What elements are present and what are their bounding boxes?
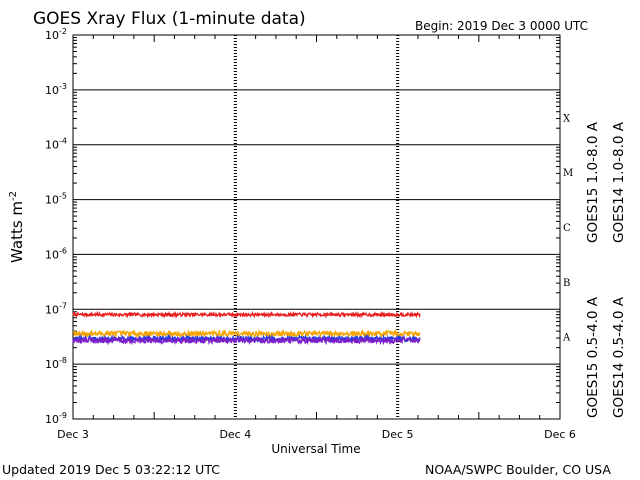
legend-goes14-long: GOES14 1.0-8.0 A [611, 121, 627, 243]
updated-timestamp: Updated 2019 Dec 5 03:22:12 UTC [2, 462, 220, 477]
y-tick-label: 10-7 [45, 301, 67, 316]
flare-class-c: C [563, 223, 571, 234]
x-tick-label: Dec 6 [544, 428, 576, 441]
series-line-0 [72, 310, 421, 319]
chart-title: GOES Xray Flux (1-minute data) [33, 9, 306, 29]
y-tick-base: 10 [45, 248, 59, 261]
y-tick-label: 10-9 [45, 411, 67, 426]
y-tick-base: 10 [45, 84, 59, 97]
y-tick-base: 10 [45, 413, 59, 426]
plot-frame [72, 34, 561, 420]
x-axis-tick-labels: Dec 3 Dec 4 Dec 5 Dec 6 [57, 428, 576, 441]
series-line-1 [72, 328, 421, 339]
y-tick-base: 10 [45, 303, 59, 316]
legend-goes14-short: GOES14 0.5-4.0 A [611, 296, 627, 418]
y-axis-label-text: Watts m [8, 201, 26, 263]
minor-ticks [73, 35, 560, 419]
y-tick-base: 10 [45, 29, 59, 42]
x-axis-label: Universal Time [271, 442, 360, 456]
flare-class-x: X [563, 113, 571, 124]
x-tick-label: Dec 5 [382, 428, 414, 441]
y-tick-exponent: -6 [59, 246, 67, 255]
legend-goes15-short: GOES15 0.5-4.0 A [585, 296, 601, 418]
y-tick-exponent: -7 [59, 301, 67, 310]
y-tick-base: 10 [45, 358, 59, 371]
y-tick-exponent: -4 [59, 137, 67, 146]
y-tick-exponent: -5 [59, 192, 67, 201]
series-line-3 [72, 335, 421, 346]
y-tick-label: 10-4 [45, 137, 67, 152]
x-tick-label: Dec 4 [219, 428, 251, 441]
y-tick-base: 10 [45, 194, 59, 207]
flare-class-a: A [562, 333, 571, 344]
y-tick-label: 10-6 [45, 246, 67, 261]
grid-lines [73, 35, 560, 419]
y-axis-label-exponent: -2 [8, 191, 19, 201]
flare-class-b: B [563, 278, 570, 289]
flare-class-m: M [563, 168, 573, 179]
y-axis-label: Watts m-2 [8, 191, 26, 263]
flare-class-labels: A B C M X [562, 113, 573, 343]
y-axis-tick-labels: 10-910-810-710-610-510-410-310-2 [45, 27, 67, 426]
y-tick-label: 10-5 [45, 192, 67, 207]
y-tick-exponent: -2 [59, 27, 67, 36]
y-tick-exponent: -8 [59, 356, 67, 365]
y-tick-label: 10-8 [45, 356, 67, 371]
x-tick-label: Dec 3 [57, 428, 89, 441]
series-layer [72, 310, 421, 346]
legend-goes15-long: GOES15 1.0-8.0 A [585, 121, 601, 243]
y-tick-label: 10-2 [45, 27, 67, 42]
y-tick-exponent: -9 [59, 411, 67, 420]
begin-time: Begin: 2019 Dec 3 0000 UTC [415, 19, 588, 33]
y-tick-exponent: -3 [59, 82, 67, 91]
source-credit: NOAA/SWPC Boulder, CO USA [425, 462, 611, 477]
y-tick-base: 10 [45, 139, 59, 152]
y-tick-label: 10-3 [45, 82, 67, 97]
